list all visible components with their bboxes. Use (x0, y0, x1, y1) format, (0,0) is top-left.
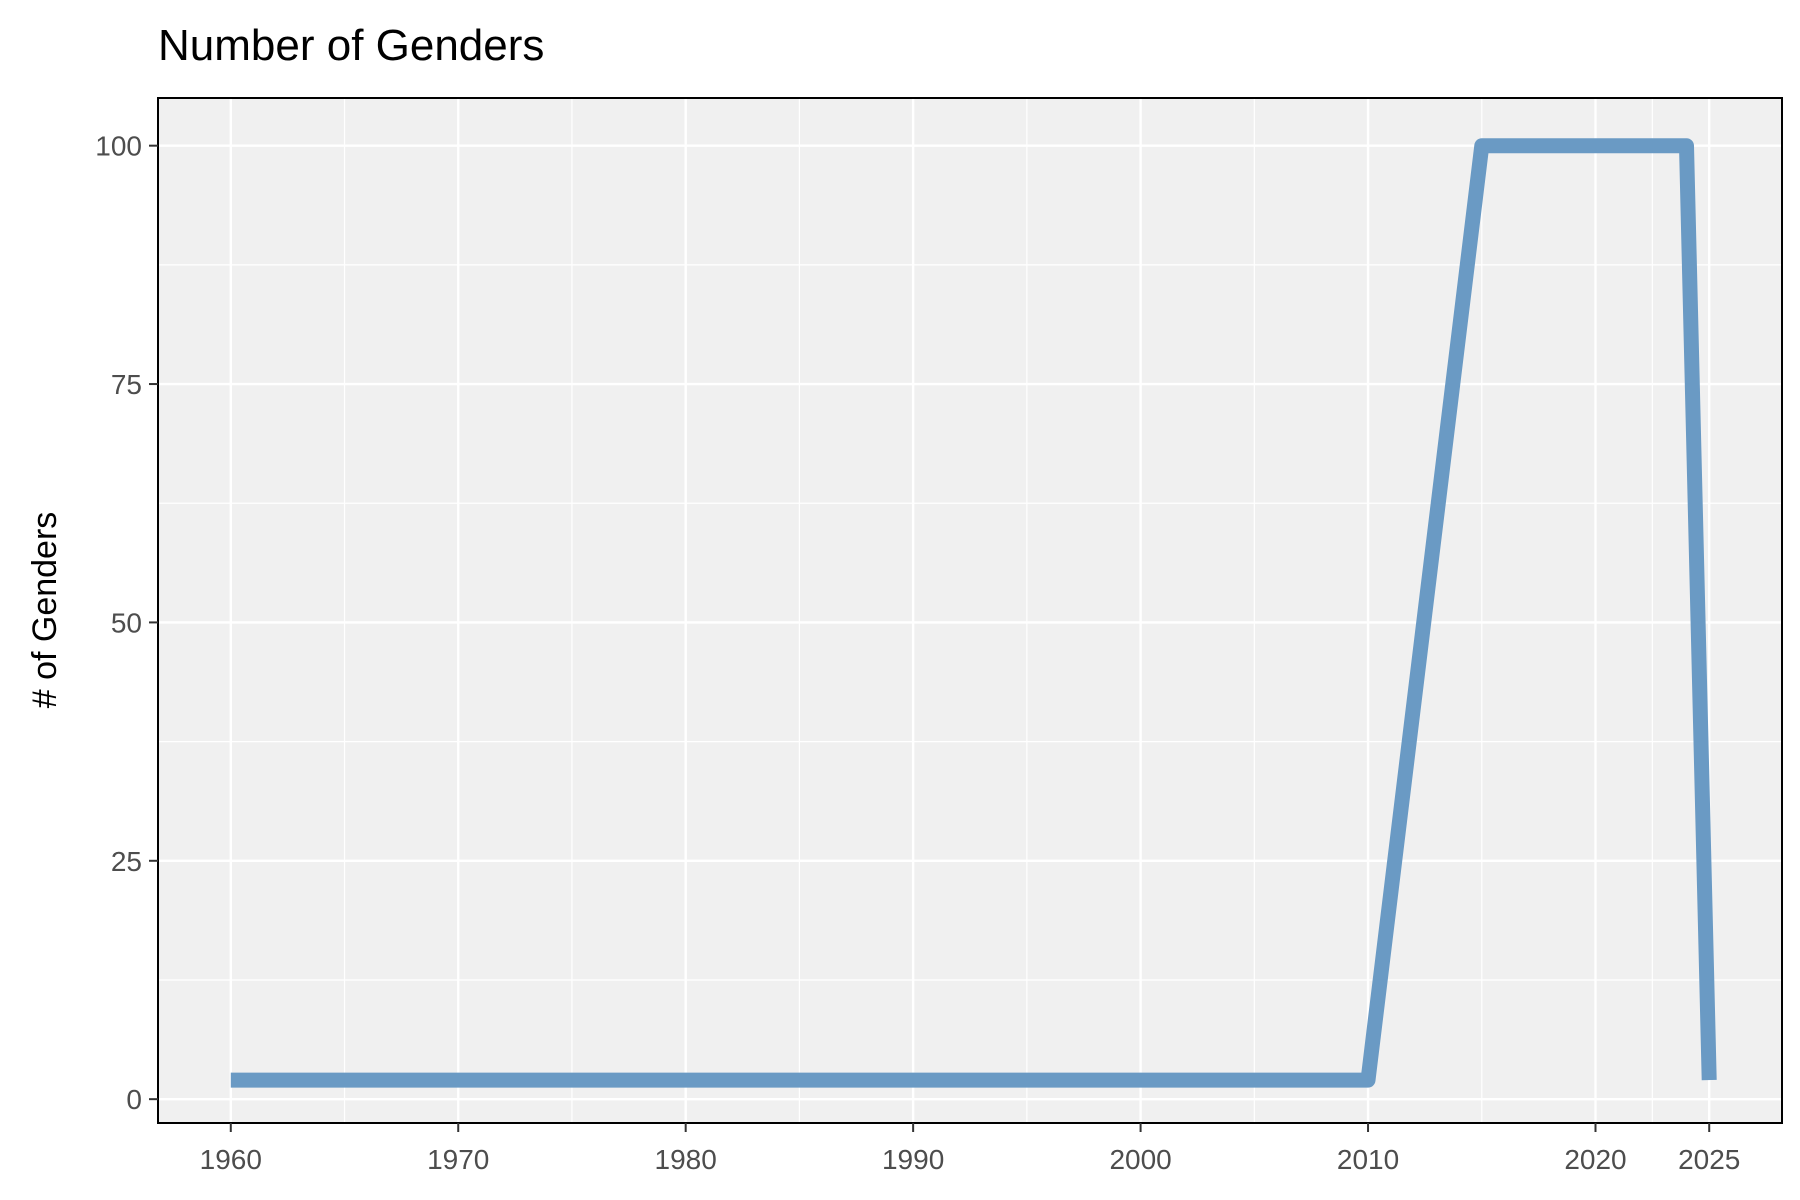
y-tick-label: 25 (111, 846, 142, 877)
series-line (230, 138, 1717, 1088)
y-axis: 0 25 50 75 100 (95, 131, 158, 1115)
y-tick-label: 0 (126, 1084, 142, 1115)
series-layer (230, 138, 1717, 1088)
x-tick-label: 1960 (200, 1144, 262, 1175)
plot-border (157, 97, 1783, 1124)
y-tick-label: 100 (95, 131, 142, 162)
y-tick-label: 50 (111, 607, 142, 638)
y-axis-label: # of Genders (26, 512, 64, 709)
x-tick-label: 2010 (1337, 1144, 1399, 1175)
y-tick-label: 75 (111, 369, 142, 400)
x-tick-label: 2000 (1109, 1144, 1171, 1175)
x-tick-label: 1970 (427, 1144, 489, 1175)
minor-gridlines (158, 98, 1782, 1123)
chart-title: Number of Genders (158, 21, 544, 70)
x-tick-label: 1980 (655, 1144, 717, 1175)
x-tick-label: 2020 (1564, 1144, 1626, 1175)
x-tick-label: 1990 (882, 1144, 944, 1175)
plot-panel (158, 98, 1782, 1123)
x-axis: 1960 1970 1980 1990 2000 2010 2020 2025 (200, 1123, 1740, 1175)
major-gridlines (158, 98, 1782, 1123)
x-tick-label: 2025 (1678, 1144, 1740, 1175)
